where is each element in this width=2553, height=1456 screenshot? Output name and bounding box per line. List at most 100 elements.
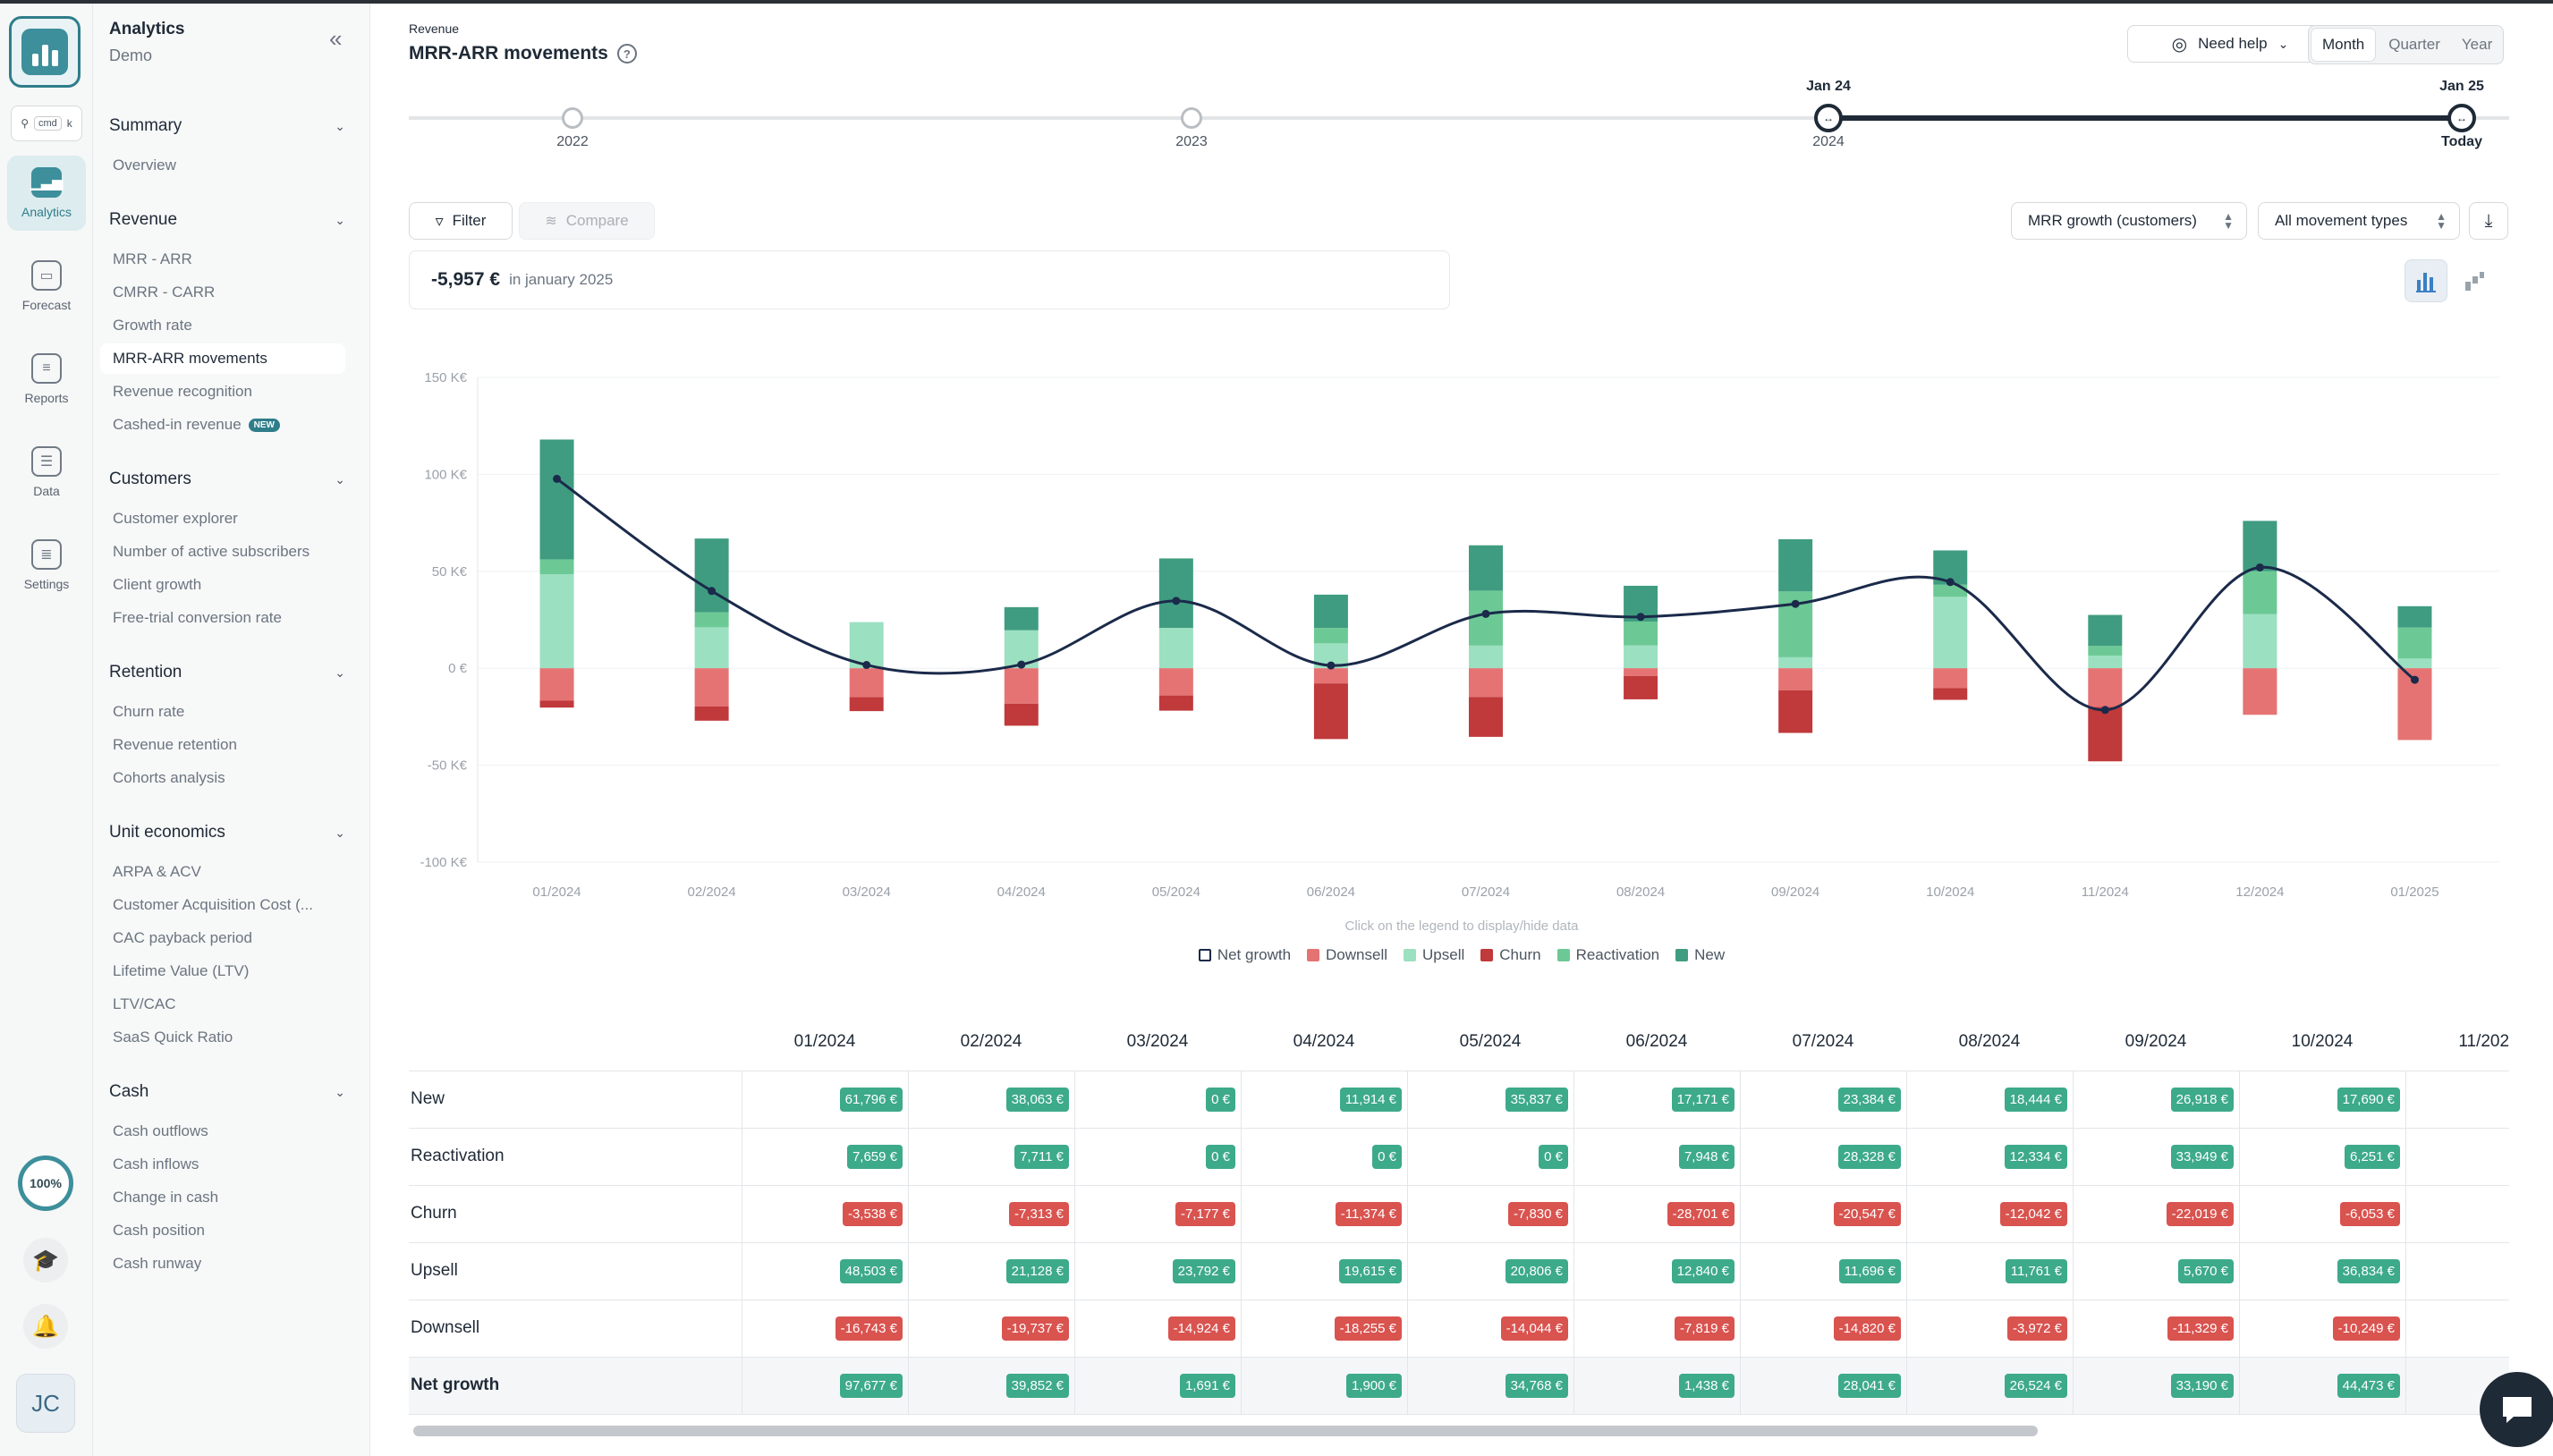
bar-new[interactable] bbox=[1469, 545, 1503, 591]
table-cell-value[interactable]: -11,374 € bbox=[1335, 1202, 1402, 1226]
table-cell-value[interactable]: -7,819 € bbox=[1674, 1316, 1735, 1341]
bar-upsell[interactable] bbox=[1778, 656, 1813, 669]
table-cell-value[interactable]: 5,670 € bbox=[2177, 1259, 2234, 1283]
sidebar-section-retention[interactable]: Retention ⌄ bbox=[109, 663, 345, 682]
table-cell-value[interactable]: 21,128 € bbox=[1005, 1259, 1069, 1283]
table-cell-value[interactable]: -14,820 € bbox=[1833, 1316, 1901, 1341]
table-cell-value[interactable]: -6,053 € bbox=[2339, 1202, 2400, 1226]
net-growth-point[interactable] bbox=[2410, 675, 2419, 684]
table-cell-value[interactable]: 20,806 € bbox=[1505, 1259, 1568, 1283]
table-cell-value[interactable]: -20,547 € bbox=[1833, 1202, 1901, 1226]
net-growth-point[interactable] bbox=[2255, 563, 2264, 571]
sidebar-section-summary[interactable]: Summary ⌄ bbox=[109, 116, 345, 136]
timeline-node-2023[interactable] bbox=[1181, 107, 1202, 129]
net-growth-point[interactable] bbox=[553, 474, 562, 483]
net-growth-point[interactable] bbox=[2100, 706, 2109, 715]
table-cell-value[interactable]: -12,042 € bbox=[1999, 1202, 2067, 1226]
table-cell-value[interactable]: 12,840 € bbox=[1671, 1259, 1735, 1283]
sidebar-item-revenue-retention[interactable]: Revenue retention bbox=[100, 730, 345, 760]
bar-churn[interactable] bbox=[1469, 697, 1503, 737]
sidebar-section-cash[interactable]: Cash ⌄ bbox=[109, 1082, 345, 1102]
table-cell-value[interactable]: 36,834 € bbox=[2337, 1259, 2400, 1283]
table-cell-value[interactable]: -14,044 € bbox=[1500, 1316, 1568, 1341]
period-month-button[interactable]: Month bbox=[2311, 29, 2376, 61]
chat-support-button[interactable] bbox=[2480, 1372, 2553, 1447]
table-cell-value[interactable]: 23,384 € bbox=[1837, 1088, 1901, 1112]
bar-new[interactable] bbox=[694, 538, 729, 613]
sidebar-item-churn-rate[interactable]: Churn rate bbox=[100, 697, 345, 727]
net-growth-point[interactable] bbox=[1327, 661, 1336, 670]
table-cell-value[interactable]: -7,830 € bbox=[1507, 1202, 1568, 1226]
bar-new[interactable] bbox=[2243, 521, 2277, 571]
bar-downsell[interactable] bbox=[1624, 668, 1658, 676]
app-logo[interactable] bbox=[9, 16, 81, 88]
filter-button[interactable]: ▿ Filter bbox=[409, 202, 513, 240]
table-cell-value[interactable]: 33,190 € bbox=[2170, 1374, 2234, 1398]
table-cell-value[interactable]: 6,251 € bbox=[2344, 1145, 2400, 1169]
bar-reactivation[interactable] bbox=[1313, 628, 1348, 644]
table-cell-value[interactable]: 0 € bbox=[1539, 1145, 1568, 1169]
bar-churn[interactable] bbox=[1933, 688, 1968, 700]
table-cell-value[interactable]: 35,837 € bbox=[1505, 1088, 1568, 1112]
sidebar-item-ltv-cac[interactable]: LTV/CAC bbox=[100, 989, 345, 1020]
sidebar-item-customer-explorer[interactable]: Customer explorer bbox=[100, 504, 345, 534]
range-end-handle[interactable]: ↔ bbox=[2447, 104, 2476, 132]
bar-downsell[interactable] bbox=[1933, 668, 1968, 689]
table-cell-value[interactable]: 1,691 € bbox=[1179, 1374, 1235, 1398]
bar-new[interactable] bbox=[1778, 538, 1813, 592]
bar-upsell[interactable] bbox=[2243, 614, 2277, 669]
table-cell-value[interactable]: 39,852 € bbox=[1005, 1374, 1069, 1398]
collapse-sidebar-icon[interactable]: « bbox=[329, 25, 343, 52]
bar-downsell[interactable] bbox=[2088, 668, 2123, 707]
bar-downsell[interactable] bbox=[539, 668, 574, 701]
legend-item-net-growth[interactable]: Net growth bbox=[1198, 946, 1291, 964]
bar-upsell[interactable] bbox=[2088, 656, 2123, 669]
net-growth-point[interactable] bbox=[1946, 578, 1955, 587]
bar-new[interactable] bbox=[2397, 605, 2432, 628]
sidebar-item-cmrr-carr[interactable]: CMRR - CARR bbox=[100, 277, 345, 308]
table-cell-value[interactable]: 17,171 € bbox=[1671, 1088, 1735, 1112]
period-quarter-button[interactable]: Quarter bbox=[2388, 36, 2440, 53]
bar-downsell[interactable] bbox=[2243, 668, 2277, 715]
bar-reactivation[interactable] bbox=[1469, 590, 1503, 646]
info-icon[interactable]: ? bbox=[616, 44, 637, 63]
sidebar-item-cash-outflows[interactable]: Cash outflows bbox=[100, 1116, 345, 1147]
bar-reactivation[interactable] bbox=[2243, 571, 2277, 614]
bar-churn[interactable] bbox=[1158, 695, 1193, 711]
table-cell-value[interactable]: -3,972 € bbox=[2006, 1316, 2067, 1341]
bar-churn[interactable] bbox=[539, 700, 574, 708]
bar-downsell[interactable] bbox=[849, 668, 884, 698]
bar-view-button[interactable] bbox=[2405, 259, 2447, 302]
sidebar-item-client-growth[interactable]: Client growth bbox=[100, 570, 345, 600]
waterfall-view-button[interactable] bbox=[2453, 259, 2496, 302]
bar-churn[interactable] bbox=[1004, 703, 1039, 726]
sidebar-item-cac-payback-period[interactable]: CAC payback period bbox=[100, 923, 345, 953]
bar-churn[interactable] bbox=[694, 706, 729, 721]
bar-new[interactable] bbox=[1313, 594, 1348, 629]
rail-item-settings[interactable]: ≣ Settings bbox=[7, 528, 86, 603]
academy-button[interactable]: 🎓 bbox=[14, 1229, 77, 1291]
table-horizontal-scrollbar[interactable] bbox=[413, 1426, 2038, 1436]
sidebar-item-revenue-recognition[interactable]: Revenue recognition bbox=[100, 377, 345, 407]
bar-churn[interactable] bbox=[1313, 683, 1348, 740]
bar-reactivation[interactable] bbox=[2397, 627, 2432, 659]
sidebar-item-cashed-in-revenue[interactable]: Cashed-in revenue NEW bbox=[100, 410, 345, 440]
table-cell-value[interactable]: 1,900 € bbox=[1345, 1374, 1402, 1398]
table-cell-value[interactable]: 34,768 € bbox=[1505, 1374, 1568, 1398]
rail-item-reports[interactable]: ≡ Reports bbox=[7, 342, 86, 417]
legend-item-upsell[interactable]: Upsell bbox=[1404, 946, 1464, 964]
table-cell-value[interactable]: 28,041 € bbox=[1837, 1374, 1901, 1398]
table-cell-value[interactable]: 38,063 € bbox=[1005, 1088, 1069, 1112]
table-cell-value[interactable]: 33,949 € bbox=[2170, 1145, 2234, 1169]
bar-downsell[interactable] bbox=[694, 668, 729, 707]
net-growth-point[interactable] bbox=[1791, 599, 1800, 608]
sidebar-item-arpa-acv[interactable]: ARPA & ACV bbox=[100, 857, 345, 887]
sidebar-item-mrr-arr-movements[interactable]: MRR-ARR movements bbox=[100, 343, 345, 374]
table-cell-value[interactable]: 0 € bbox=[1206, 1088, 1235, 1112]
sidebar-item-cash-inflows[interactable]: Cash inflows bbox=[100, 1149, 345, 1180]
net-growth-point[interactable] bbox=[708, 587, 717, 596]
bar-churn[interactable] bbox=[849, 697, 884, 712]
bar-new[interactable] bbox=[1158, 558, 1193, 629]
table-cell-value[interactable]: -18,255 € bbox=[1334, 1316, 1402, 1341]
net-growth-point[interactable] bbox=[862, 661, 871, 670]
